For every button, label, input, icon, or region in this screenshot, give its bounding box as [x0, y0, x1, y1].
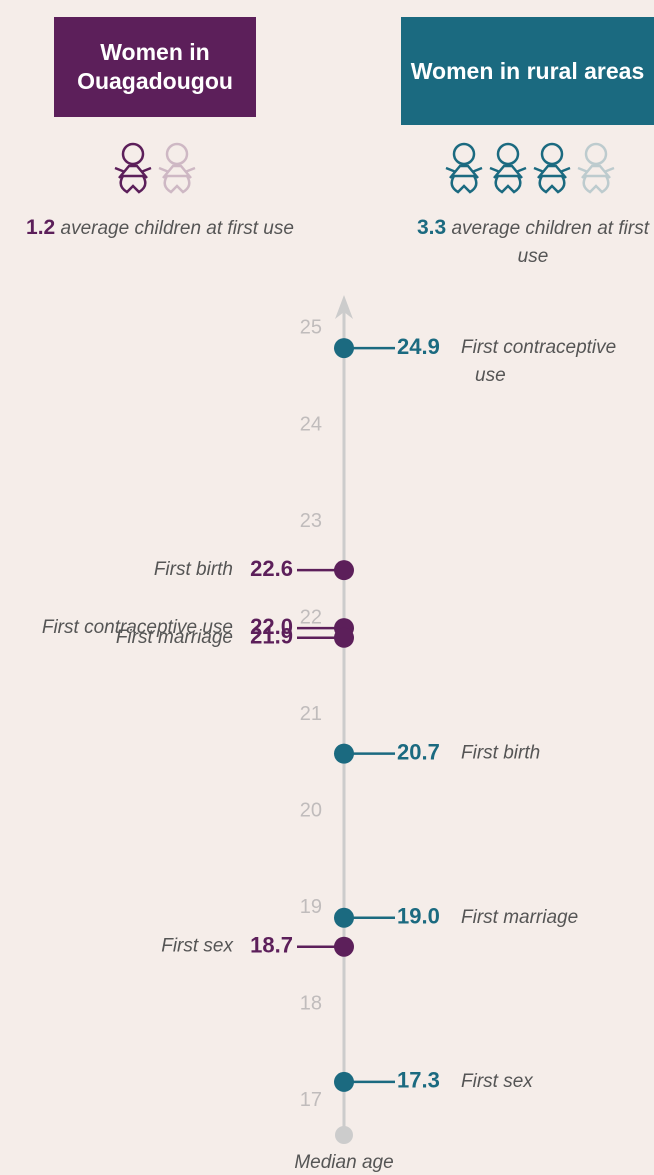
event-label: First birth: [461, 743, 540, 764]
child-icon: [114, 142, 152, 194]
icon-head: [584, 142, 608, 166]
value-label: 22.6: [250, 556, 293, 581]
data-dot: [334, 560, 354, 581]
event-label: First sex: [461, 1071, 534, 1092]
child-icon: [158, 142, 196, 194]
value-label: 17.3: [397, 1068, 440, 1093]
axis-label: Median age: [294, 1152, 393, 1173]
child-icon: [445, 142, 483, 194]
icon-head: [540, 142, 564, 166]
children-text: average children at first use: [60, 218, 294, 239]
icon-body: [445, 164, 483, 194]
children-value: 3.3: [417, 216, 447, 239]
children-icons: [114, 142, 196, 194]
data-dot: [334, 338, 354, 359]
axis-arrow: [335, 295, 353, 319]
icon-body: [489, 164, 527, 194]
y-tick-label: 20: [300, 799, 322, 821]
data-dot: [334, 1071, 354, 1092]
value-label: 22.0: [250, 614, 293, 639]
y-tick-label: 22: [300, 606, 322, 628]
value-label: 20.7: [397, 739, 440, 764]
event-label: First marriage: [461, 907, 578, 928]
data-dot: [334, 907, 354, 928]
data-dot: [334, 627, 354, 648]
y-tick-label: 21: [300, 703, 322, 725]
axis-end: [335, 1126, 353, 1144]
y-tick-label: 19: [300, 896, 322, 918]
value-label: 18.7: [250, 933, 293, 958]
icon-head: [121, 142, 145, 166]
y-tick-label: 23: [300, 510, 322, 532]
event-label: First birth: [154, 559, 233, 580]
icon-body: [533, 164, 571, 194]
children-text: average children at first use: [451, 218, 649, 267]
event-label: First contraceptive use: [461, 337, 622, 386]
children-value: 1.2: [26, 216, 56, 239]
children-icons: [445, 142, 615, 194]
y-tick-label: 25: [300, 317, 322, 339]
children-note: 3.3 average children at first use: [408, 214, 654, 271]
child-icon: [577, 142, 615, 194]
y-tick-label: 18: [300, 993, 322, 1015]
icon-body: [158, 164, 196, 194]
child-icon: [489, 142, 527, 194]
event-label: First marriage: [116, 627, 233, 648]
icon-body: [114, 164, 152, 194]
icon-head: [496, 142, 520, 166]
children-note: 1.2 average children at first use: [10, 214, 310, 243]
value-label: 19.0: [397, 904, 440, 929]
header-ouagadougou: Women in Ouagadougou: [54, 17, 256, 117]
y-tick-label: 24: [300, 413, 322, 435]
icon-head: [165, 142, 189, 166]
y-tick-label: 17: [300, 1089, 322, 1111]
child-icon: [533, 142, 571, 194]
data-dot: [334, 743, 354, 764]
value-label: 24.9: [397, 334, 440, 359]
header-rural: Women in rural areas: [401, 17, 654, 125]
event-label: First contraceptive use: [42, 617, 233, 638]
value-label: 21.9: [250, 624, 293, 649]
data-dot: [334, 936, 354, 957]
event-label: First sex: [161, 936, 234, 957]
icon-body: [577, 164, 615, 194]
icon-head: [452, 142, 476, 166]
